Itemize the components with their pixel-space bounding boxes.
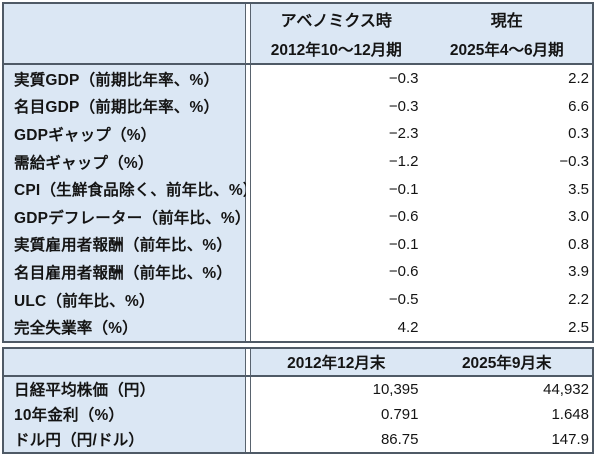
column-header-abenomics: アベノミクス時 2012年10～12月期	[251, 4, 422, 65]
row-label-supply-demand-gap: 需給ギャップ（%）	[4, 147, 246, 176]
column-period: 2012年10～12月期	[270, 41, 402, 59]
value-cell: 3.5	[421, 175, 592, 203]
column-header-2012: 2012年12月末	[251, 348, 422, 377]
value-cell: −0.1	[251, 230, 422, 259]
column-period: 2025年4～6月期	[449, 41, 564, 59]
column-divider	[246, 348, 251, 377]
column-divider	[246, 376, 251, 402]
value-cell: 0.791	[251, 401, 422, 427]
value-cell: 44,932	[421, 376, 592, 402]
column-divider	[246, 120, 251, 148]
value-cell: 2.2	[421, 285, 592, 314]
column-divider	[246, 426, 251, 452]
column-divider	[246, 230, 251, 259]
value-cell: −0.3	[251, 92, 422, 121]
column-divider	[246, 92, 251, 121]
row-label-real-gdp: 実質GDP（前期比年率、%）	[4, 65, 246, 93]
row-label-gdp-deflator: GDPデフレーター（前年比、%）	[4, 202, 250, 231]
column-divider	[246, 175, 251, 203]
value-cell: −0.6	[251, 202, 422, 231]
corner-cell	[4, 4, 246, 65]
value-cell: −0.6	[251, 258, 422, 286]
market-indicators-table: 2012年12月末 2025年9月末 日経平均株価（円） 10,395 44,9…	[2, 346, 594, 454]
value-cell: −0.5	[251, 285, 422, 314]
value-cell: 2.5	[421, 313, 592, 341]
column-divider	[246, 313, 251, 341]
column-divider	[246, 65, 251, 93]
column-divider	[246, 285, 251, 314]
row-label-nominal-gdp: 名目GDP（前期比年率、%）	[4, 92, 246, 121]
value-cell: 0.3	[421, 120, 592, 148]
value-cell: 86.75	[251, 426, 422, 452]
row-label-unemployment-rate: 完全失業率（%）	[4, 313, 246, 341]
value-cell: 6.6	[421, 92, 592, 121]
economic-indicators-table: アベノミクス時 2012年10～12月期 現在 2025年4～6月期 実質GDP…	[2, 2, 594, 343]
value-cell: 1.648	[421, 401, 592, 427]
column-divider	[246, 258, 251, 286]
column-divider	[246, 202, 251, 231]
value-cell: 2.2	[421, 65, 592, 93]
column-header-current: 現在 2025年4～6月期	[421, 4, 592, 65]
value-cell: −0.1	[251, 175, 422, 203]
column-header-2025: 2025年9月末	[421, 348, 592, 377]
column-divider	[246, 4, 251, 65]
value-cell: 4.2	[251, 313, 422, 341]
value-cell: 147.9	[421, 426, 592, 452]
column-divider	[246, 147, 251, 176]
value-cell: −0.3	[421, 147, 592, 176]
row-label-usd-jpy: ドル円（円/ドル）	[4, 426, 246, 452]
value-cell: 0.8	[421, 230, 592, 259]
row-label-nikkei-average: 日経平均株価（円）	[4, 376, 246, 402]
row-label-10y-interest-rate: 10年金利（%）	[4, 401, 246, 427]
corner-cell	[4, 348, 246, 377]
value-cell: −2.3	[251, 120, 422, 148]
row-label-gdp-gap: GDPギャップ（%）	[4, 120, 246, 148]
column-title: アベノミクス時	[280, 13, 392, 31]
row-label-nominal-employee-compensation: 名目雇用者報酬（前年比、%）	[4, 258, 246, 286]
value-cell: −1.2	[251, 147, 422, 176]
value-cell: 10,395	[251, 376, 422, 402]
column-title: 現在	[490, 13, 523, 31]
column-divider	[246, 401, 251, 427]
value-cell: 3.0	[421, 202, 592, 231]
row-label-ulc: ULC（前年比、%）	[4, 285, 246, 314]
value-cell: 3.9	[421, 258, 592, 286]
row-label-cpi: CPI（生鮮食品除く、前年比、%）	[4, 175, 258, 203]
row-label-real-employee-compensation: 実質雇用者報酬（前年比、%）	[4, 230, 246, 259]
value-cell: −0.3	[251, 65, 422, 93]
